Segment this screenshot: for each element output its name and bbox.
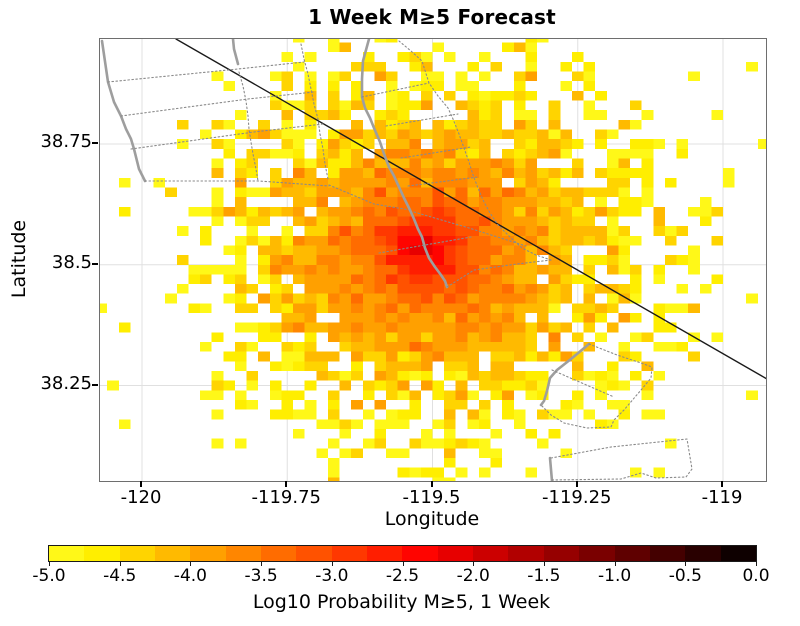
colorbar-segment [49, 546, 85, 561]
colorbar-segment [119, 546, 156, 561]
colorbar-segment [402, 546, 438, 561]
colorbar-tick-label: -2.0 [456, 566, 490, 586]
colorbar-tick-label: -1.5 [527, 566, 561, 586]
colorbar-segment [685, 546, 721, 561]
colorbar-segment [331, 546, 368, 561]
colorbar-segment [614, 546, 650, 561]
colorbar-label: Log10 Probability M≥5, 1 Week [252, 591, 551, 613]
colorbar-tick-mark [543, 562, 545, 566]
colorbar-tick-mark [614, 562, 616, 566]
y-tick-label: 38.25 [40, 372, 92, 394]
colorbar-segment [508, 546, 544, 561]
colorbar-tick-mark [756, 562, 757, 566]
y-tick-mark [92, 383, 98, 386]
colorbar-segment [367, 546, 403, 561]
colorbar-tick-mark [331, 562, 333, 566]
x-tick-label: -120 [120, 487, 162, 508]
x-tick-mark [721, 481, 723, 487]
southeast-fault-trace [539, 342, 591, 407]
colorbar-segment [225, 546, 262, 561]
central-zone-rung-1 [385, 113, 459, 127]
west-zone-connector [328, 184, 411, 211]
colorbar-tick-label: -3.5 [244, 566, 278, 586]
colorbar-segment [437, 546, 474, 561]
y-tick-mark [92, 262, 98, 265]
forecast-heatmap [100, 39, 766, 481]
colorbar-tick-label: -4.0 [173, 566, 207, 586]
colorbar-segment [261, 546, 297, 561]
southeast-zone-outline [540, 343, 653, 429]
colorbar-segment [649, 546, 686, 561]
page-title: 1 Week M≥5 Forecast [308, 5, 556, 29]
west-zone-rung-4 [144, 180, 330, 187]
colorbar-tick-label: 0.0 [742, 566, 770, 586]
central-zone-rung-5 [378, 236, 472, 254]
west-mid-fault-trace [231, 39, 240, 66]
colorbar-tick-label: -5.0 [32, 566, 66, 586]
west-zone-rung-2 [120, 91, 315, 117]
y-tick-label: 38.75 [40, 131, 92, 152]
map-plot-area [99, 38, 767, 482]
x-tick-mark [430, 481, 433, 487]
central-zone-rung-4 [413, 211, 527, 247]
colorbar [48, 545, 757, 562]
west-zone-rung-1 [107, 61, 305, 83]
colorbar-tick-mark [190, 562, 192, 566]
colorbar-tick-label: -4.5 [103, 566, 137, 586]
colorbar-tick-mark [473, 562, 475, 566]
southeast-zone-rung [551, 369, 615, 398]
y-tick-label: 38.5 [51, 251, 92, 273]
colorbar-tick-label: -1.0 [598, 566, 632, 586]
central-zone-rung-2 [400, 146, 472, 159]
colorbar-tick-mark [49, 562, 50, 566]
colorbar-tick-mark [685, 562, 687, 566]
west-zone-east-rail [300, 43, 329, 180]
central-zone-rung-top [361, 82, 430, 98]
x-tick-label: -119.75 [251, 487, 321, 508]
x-tick-label: -119.25 [542, 487, 612, 508]
south-zone-outline [550, 438, 693, 481]
colorbar-segment [84, 546, 120, 561]
x-axis-label: Longitude [384, 508, 480, 530]
state-border-line [175, 39, 766, 380]
x-tick-label: -119.5 [402, 487, 461, 508]
x-tick-label: -119 [701, 487, 743, 508]
central-fault-trace [360, 39, 449, 289]
colorbar-tick-label: -0.5 [668, 566, 702, 586]
colorbar-segment [296, 546, 332, 561]
colorbar-segment [543, 546, 580, 561]
y-tick-mark [92, 142, 98, 144]
colorbar-tick-mark [119, 562, 121, 566]
colorbar-segment [473, 546, 509, 561]
colorbar-segment [190, 546, 226, 561]
colorbar-tick-mark [402, 562, 404, 566]
central-zone-close [446, 259, 552, 288]
x-tick-mark [575, 481, 578, 487]
west-fault-trace [100, 39, 147, 183]
colorbar-segment [720, 546, 756, 561]
colorbar-segment [155, 546, 191, 561]
south-fault-trace [548, 456, 554, 481]
colorbar-tick-label: -2.5 [385, 566, 420, 586]
x-tick-mark [285, 481, 288, 487]
colorbar-segment [579, 546, 615, 561]
central-zone-rung-3 [407, 176, 479, 187]
map-overlays [100, 39, 766, 481]
colorbar-tick-mark [261, 562, 263, 566]
colorbar-tick-label: -3.0 [315, 566, 349, 586]
x-tick-mark [140, 481, 142, 487]
west-zone-rung-3 [130, 123, 324, 150]
west-mid-zone-rail [238, 71, 259, 182]
